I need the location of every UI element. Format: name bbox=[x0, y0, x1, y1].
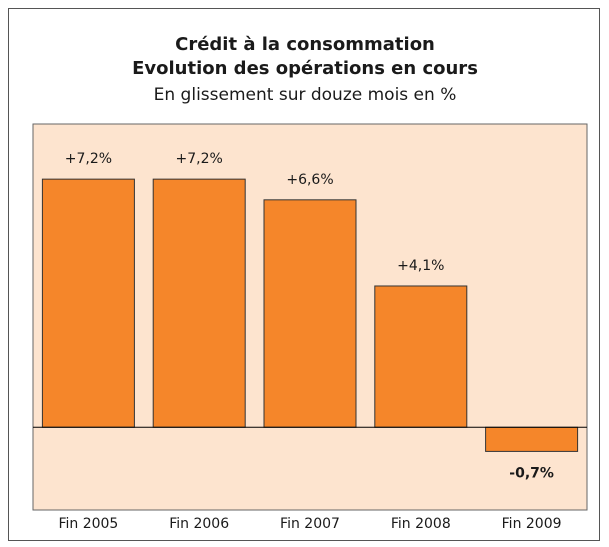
x-tick-label: Fin 2008 bbox=[391, 516, 451, 532]
data-label: +4,1% bbox=[397, 258, 444, 274]
data-label: +7,2% bbox=[65, 151, 112, 167]
x-tick-label: Fin 2007 bbox=[280, 516, 340, 532]
x-tick-label: Fin 2005 bbox=[58, 516, 118, 532]
data-label: -0,7% bbox=[509, 465, 554, 481]
x-tick-label: Fin 2006 bbox=[169, 516, 229, 532]
chart-title: Crédit à la consommation bbox=[175, 34, 435, 55]
bar bbox=[485, 426, 579, 452]
bar bbox=[41, 178, 135, 428]
chart-subtitle: En glissement sur douze mois en % bbox=[154, 85, 457, 105]
bar bbox=[152, 178, 246, 428]
bar bbox=[374, 285, 468, 428]
x-tick-label: Fin 2009 bbox=[502, 516, 562, 532]
chart-title: Evolution des opérations en cours bbox=[132, 58, 478, 79]
bar bbox=[263, 199, 357, 428]
data-label: +6,6% bbox=[286, 172, 333, 188]
data-label: +7,2% bbox=[176, 151, 223, 167]
